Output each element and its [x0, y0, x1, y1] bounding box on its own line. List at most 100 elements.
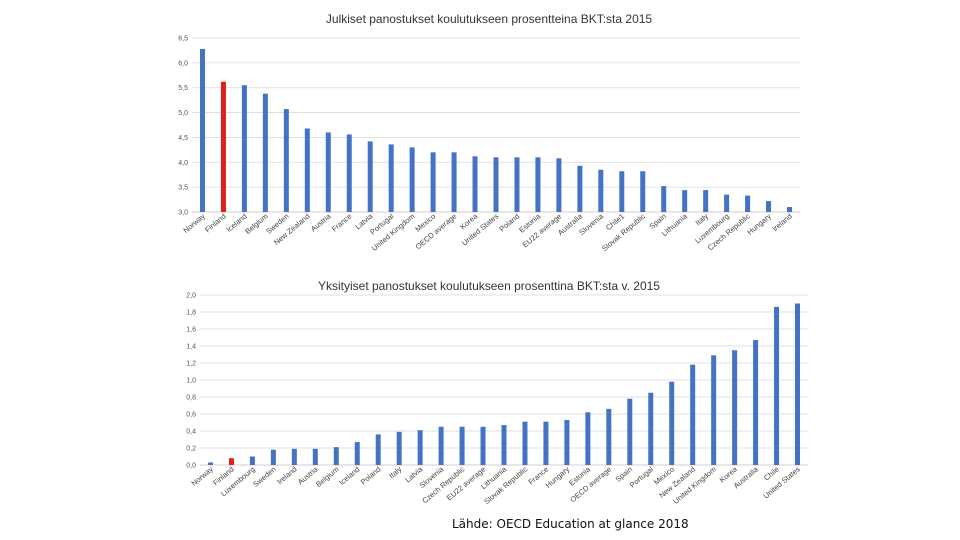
bar-oecd-average — [606, 408, 612, 465]
y-tick-label: 1,4 — [186, 344, 196, 351]
bar-czech-republic — [459, 426, 465, 465]
bar-italy — [396, 431, 402, 465]
bar-united-kingdom — [711, 355, 717, 465]
y-tick-label: 2,0 — [186, 293, 196, 300]
bar-finland — [228, 458, 234, 465]
bar-lithuania — [682, 190, 688, 212]
bar-australia — [753, 340, 759, 465]
x-tick-label: Austria — [309, 211, 333, 233]
y-tick-label: 0,2 — [186, 446, 196, 453]
x-tick-label: Italy — [387, 464, 404, 480]
bar-italy — [703, 190, 709, 212]
bar-finland — [220, 81, 226, 213]
bar-ireland — [787, 207, 793, 212]
bar-eu22-average — [556, 158, 562, 212]
bar-austria — [325, 132, 331, 212]
bar-mexico — [430, 152, 436, 212]
bar-estonia — [535, 157, 541, 212]
bar-slovenia — [438, 426, 444, 465]
bar-belgium — [333, 447, 339, 465]
bar-luxembourg — [249, 456, 255, 465]
x-tick-label: Ireland — [275, 465, 298, 487]
bar-norway — [207, 462, 213, 465]
bar-united-states — [493, 157, 499, 212]
bar-latvia — [417, 430, 423, 465]
y-tick-label: 0,8 — [186, 395, 196, 402]
bar-belgium — [262, 93, 268, 212]
bar-norway — [199, 48, 205, 213]
bar-iceland — [241, 85, 247, 212]
bar-oecd-average — [451, 152, 457, 212]
bar-slovak-republic — [522, 421, 528, 465]
x-tick-label: Belgium — [314, 465, 341, 489]
y-tick-label: 0,4 — [186, 429, 196, 436]
source-note: Lähde: OECD Education at glance 2018 — [452, 517, 689, 531]
bar-latvia — [367, 141, 373, 212]
bar-poland — [514, 157, 520, 212]
x-tick-label: Hungary — [745, 211, 773, 236]
chart-title-public: Julkiset panostukset koulutukseen prosen… — [326, 12, 653, 26]
bar-france — [543, 421, 549, 465]
bar-mexico — [669, 381, 675, 465]
y-tick-label: 5,0 — [178, 110, 188, 117]
bar-united-states — [795, 303, 801, 465]
y-tick-label: 4,5 — [178, 135, 188, 142]
bar-luxembourg — [724, 194, 730, 212]
bar-austria — [312, 448, 318, 465]
public-spending-chart: Julkiset panostukset koulutukseen prosen… — [178, 12, 800, 253]
y-tick-label: 0,0 — [186, 463, 196, 470]
bar-australia — [577, 165, 583, 212]
bar-korea — [472, 156, 478, 212]
bar-portugal — [648, 392, 654, 465]
bar-hungary — [564, 419, 570, 465]
x-tick-label: Poland — [359, 465, 383, 487]
y-tick-label: 0,6 — [186, 412, 196, 419]
y-tick-label: 6,5 — [178, 36, 188, 43]
x-tick-label: Finland — [203, 212, 228, 235]
bar-czech-republic — [745, 195, 751, 212]
bar-sweden — [270, 449, 276, 465]
bar-spain — [627, 398, 633, 465]
bar-united-kingdom — [409, 147, 415, 212]
bar-new-zealand — [304, 128, 310, 212]
bar-slovenia — [598, 169, 604, 212]
y-tick-label: 3,5 — [178, 185, 188, 192]
bar-korea — [732, 350, 738, 465]
bar-ireland — [291, 448, 297, 465]
x-tick-label: Hungary — [544, 464, 572, 489]
y-tick-label: 5,5 — [178, 85, 188, 92]
x-tick-label: Italy — [694, 211, 711, 227]
bar-spain — [661, 186, 667, 212]
x-tick-label: France — [330, 212, 354, 234]
bar-iceland — [354, 442, 360, 465]
x-tick-label: Portugal — [628, 464, 655, 489]
bar-lithuania — [501, 425, 507, 465]
bar-sweden — [283, 109, 289, 212]
bar-poland — [375, 434, 381, 465]
bar-new-zealand — [690, 364, 696, 465]
y-tick-label: 1,6 — [186, 327, 196, 334]
bar-chile1 — [619, 171, 625, 212]
y-tick-label: 3,0 — [178, 210, 188, 217]
chart-title-private: Yksityiset panostukset koulutukseen pros… — [318, 279, 660, 293]
y-tick-label: 1,0 — [186, 378, 196, 385]
private-spending-chart: Yksityiset panostukset koulutukseen pros… — [186, 279, 808, 506]
x-tick-label: Australia — [732, 464, 761, 490]
bar-slovak-republic — [640, 171, 646, 212]
y-tick-label: 1,8 — [186, 310, 196, 317]
bar-portugal — [388, 144, 394, 212]
bar-eu22-average — [480, 426, 486, 465]
bar-france — [346, 134, 352, 212]
x-tick-label: Sweden — [251, 465, 278, 489]
bar-chile — [774, 306, 780, 465]
x-tick-label: Poland — [498, 212, 522, 234]
y-tick-label: 6,0 — [178, 60, 188, 67]
y-tick-label: 1,2 — [186, 361, 196, 368]
y-tick-label: 4,0 — [178, 160, 188, 167]
x-tick-label: Iceland — [337, 465, 361, 487]
x-tick-label: Slovenia — [577, 211, 605, 237]
bar-estonia — [585, 412, 591, 465]
x-tick-label: Ireland — [770, 212, 793, 234]
bar-hungary — [766, 201, 772, 212]
